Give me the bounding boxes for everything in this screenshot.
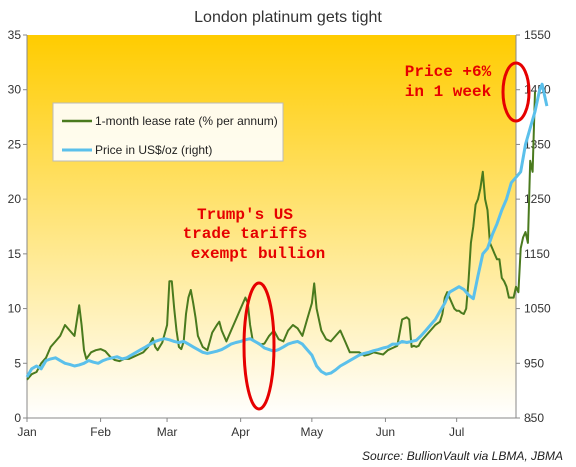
right-tick-label: 1250	[524, 192, 551, 206]
left-tick-label: 15	[8, 247, 22, 261]
right-tick-label: 1050	[524, 302, 551, 316]
left-tick-label: 10	[8, 302, 22, 316]
x-tick-label: Jul	[449, 425, 464, 439]
annotation-tariffs-line-3: exempt bullion	[191, 245, 325, 263]
legend: 1-month lease rate (% per annum) Price i…	[52, 102, 284, 162]
chart-title: London platinum gets tight	[194, 9, 382, 26]
left-tick-label: 35	[8, 28, 22, 42]
right-tick-label: 1150	[524, 247, 550, 261]
series-line-price	[25, 82, 549, 378]
left-tick-label: 0	[14, 411, 21, 425]
right-tick-label: 1550	[524, 28, 551, 42]
left-tick-label: 5	[14, 356, 21, 370]
source-note: Source: BullionVault via LBMA, JBMA	[362, 449, 563, 463]
x-tick-label: Apr	[231, 425, 250, 439]
left-tick-label: 25	[8, 137, 22, 151]
left-tick-label: 30	[8, 83, 22, 97]
annotation-price-ellipse	[501, 61, 531, 123]
annotation-tariffs: Trump's US trade tariffs exempt bullion	[183, 206, 325, 411]
legend-label-price: Price in US$/oz (right)	[95, 143, 212, 157]
annotation-tariffs-line-1: Trump's US	[197, 206, 293, 224]
right-tick-label: 850	[524, 411, 544, 425]
series-layer	[25, 82, 549, 381]
axes: 0510152025303585095010501150125013501450…	[8, 28, 551, 439]
annotation-tariffs-ellipse	[242, 281, 276, 411]
x-tick-label: May	[301, 425, 324, 439]
annotation-price-line-1: Price +6%	[405, 63, 492, 81]
series-line-lease	[26, 91, 536, 381]
x-tick-label: Jan	[17, 425, 36, 439]
legend-label-lease: 1-month lease rate (% per annum)	[95, 114, 278, 128]
annotation-price-line-2: in 1 week	[405, 83, 492, 101]
x-tick-label: Feb	[90, 425, 111, 439]
left-tick-label: 20	[8, 192, 22, 206]
right-tick-label: 1350	[524, 137, 551, 151]
right-tick-label: 950	[524, 356, 544, 370]
x-tick-label: Mar	[157, 425, 178, 439]
x-tick-label: Jun	[376, 425, 395, 439]
annotation-price: Price +6% in 1 week	[405, 61, 531, 123]
annotation-tariffs-line-2: trade tariffs	[183, 225, 308, 243]
